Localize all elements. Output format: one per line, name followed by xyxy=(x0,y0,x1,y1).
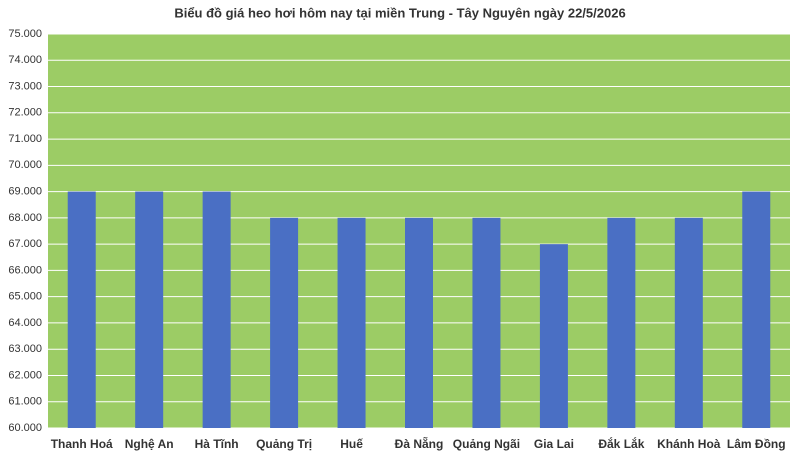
bar xyxy=(472,217,501,428)
y-tick-label: 74.000 xyxy=(8,54,42,66)
y-tick-label: 69.000 xyxy=(8,186,42,198)
x-tick-label: Huế xyxy=(340,437,363,451)
bar xyxy=(337,217,366,428)
y-tick-label: 62.000 xyxy=(8,369,42,381)
y-tick-label: 60.000 xyxy=(8,422,42,434)
y-tick-label: 63.000 xyxy=(8,343,42,355)
y-tick-label: 66.000 xyxy=(8,264,42,276)
x-tick-label: Quảng Trị xyxy=(256,437,312,451)
x-tick-label: Khánh Hoà xyxy=(657,437,721,451)
bar xyxy=(674,217,703,428)
chart-title: Biểu đồ giá heo hơi hôm nay tại miền Tru… xyxy=(174,5,625,20)
y-tick-label: 61.000 xyxy=(8,396,42,408)
bar xyxy=(202,191,231,428)
bar xyxy=(539,244,568,428)
bar xyxy=(742,191,771,428)
bar xyxy=(135,191,164,428)
x-tick-label: Đắk Lắk xyxy=(598,436,644,451)
y-tick-label: 67.000 xyxy=(8,238,42,250)
x-tick-label: Quảng Ngãi xyxy=(453,437,520,451)
x-tick-label: Nghệ An xyxy=(125,437,174,451)
y-tick-label: 71.000 xyxy=(8,133,42,145)
x-tick-label: Đà Nẵng xyxy=(395,436,444,451)
y-tick-label: 73.000 xyxy=(8,80,42,92)
bar xyxy=(67,191,96,428)
y-tick-label: 65.000 xyxy=(8,291,42,303)
x-tick-label: Gia Lai xyxy=(534,437,574,451)
bar xyxy=(405,217,433,428)
x-tick-label: Hà Tĩnh xyxy=(195,437,239,451)
y-tick-label: 68.000 xyxy=(8,212,42,224)
x-tick-label: Lâm Đồng xyxy=(727,437,786,451)
y-tick-label: 72.000 xyxy=(8,107,42,119)
y-tick-label: 64.000 xyxy=(8,317,42,329)
x-tick-label: Thanh Hoá xyxy=(51,437,113,451)
bar xyxy=(270,217,299,428)
y-tick-label: 75.000 xyxy=(8,28,42,40)
bar xyxy=(607,217,636,428)
y-tick-label: 70.000 xyxy=(8,159,42,171)
